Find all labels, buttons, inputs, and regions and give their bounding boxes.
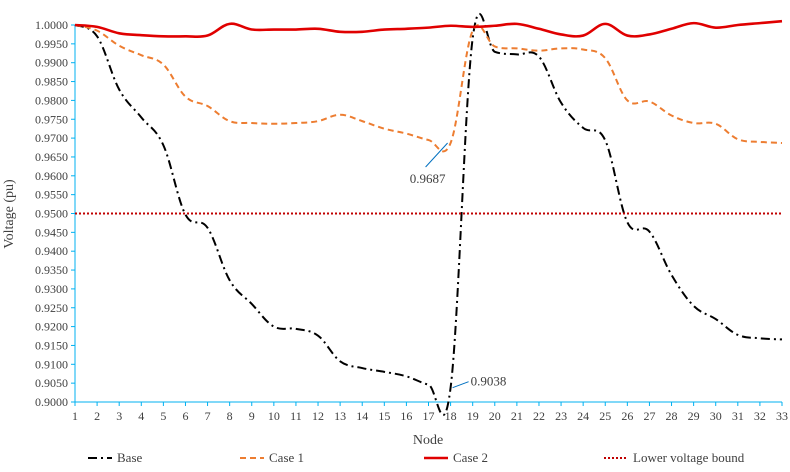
x-tick-label: 22 [533, 409, 545, 423]
y-tick-label: 0.9500 [35, 207, 68, 221]
y-tick-label: 0.9550 [35, 188, 68, 202]
y-tick-label: 0.9850 [35, 75, 68, 89]
y-tick-label: 0.9950 [35, 37, 68, 51]
y-tick-label: 0.9650 [35, 150, 68, 164]
y-tick-label: 0.9150 [35, 338, 68, 352]
x-tick-label: 1 [72, 409, 78, 423]
x-tick-label: 10 [268, 409, 280, 423]
x-tick-label: 30 [710, 409, 722, 423]
x-tick-label: 17 [423, 409, 435, 423]
x-tick-label: 31 [732, 409, 744, 423]
y-tick-label: 0.9400 [35, 244, 68, 258]
x-tick-label: 4 [138, 409, 144, 423]
y-tick-label: 0.9250 [35, 301, 68, 315]
x-tick-label: 25 [599, 409, 611, 423]
y-tick-label: 0.9900 [35, 56, 68, 70]
y-tick-label: 1.0000 [35, 18, 68, 32]
y-tick-label: 0.9050 [35, 376, 68, 390]
legend: Base Case 1 Case 2 Lower voltage bound [88, 450, 745, 465]
callout-leader [425, 142, 448, 168]
y-tick-label: 0.9450 [35, 225, 68, 239]
x-tick-label: 8 [227, 409, 233, 423]
x-tick-label: 9 [249, 409, 255, 423]
x-tick-label: 27 [643, 409, 655, 423]
y-tick-label: 0.9300 [35, 282, 68, 296]
x-tick-label: 21 [511, 409, 523, 423]
x-tick-label: 14 [356, 409, 368, 423]
x-tick-label: 15 [378, 409, 390, 423]
y-tick-label: 0.9350 [35, 263, 68, 277]
annotation-label: 0.9038 [471, 374, 507, 389]
y-tick-label: 0.9800 [35, 93, 68, 107]
legend-label: Base [117, 450, 143, 465]
x-tick-label: 19 [467, 409, 479, 423]
series-line-case-2 [74, 19, 783, 39]
series-line-base [74, 13, 783, 417]
legend-label: Lower voltage bound [633, 450, 745, 465]
y-tick-label: 0.9750 [35, 112, 68, 126]
annotations: 0.9687 0.9038 [410, 142, 507, 389]
y-axis-title: Voltage (pu) [2, 179, 17, 249]
x-tick-label: 11 [290, 409, 302, 423]
annotation-label: 0.9687 [410, 171, 446, 186]
x-tick-label: 7 [205, 409, 211, 423]
x-tick-label: 13 [334, 409, 346, 423]
x-tick-label: 24 [577, 409, 589, 423]
series-line-case-1 [74, 24, 783, 153]
series-lines [74, 13, 783, 417]
x-tick-label: 33 [776, 409, 788, 423]
y-tick-label: 0.9200 [35, 320, 68, 334]
x-tick-label: 26 [621, 409, 633, 423]
y-tick-label: 0.9600 [35, 169, 68, 183]
callout-leader [452, 381, 469, 389]
x-tick-label: 32 [754, 409, 766, 423]
x-tick-label: 28 [666, 409, 678, 423]
tick-labels: 0.9000 0.9050 0.9100 0.9150 0.9200 0.9250 0.93… [35, 18, 788, 423]
x-tick-label: 5 [160, 409, 166, 423]
x-tick-label: 20 [489, 409, 501, 423]
x-tick-label: 23 [555, 409, 567, 423]
axes [71, 24, 783, 406]
legend-label: Case 1 [269, 450, 304, 465]
x-tick-label: 6 [182, 409, 188, 423]
x-tick-label: 2 [94, 409, 100, 423]
x-tick-label: 12 [312, 409, 324, 423]
y-tick-label: 0.9000 [35, 395, 68, 409]
y-tick-label: 0.9700 [35, 131, 68, 145]
x-axis-title: Node [413, 433, 443, 448]
x-tick-label: 29 [688, 409, 700, 423]
legend-label: Case 2 [453, 450, 488, 465]
x-tick-label: 18 [445, 409, 457, 423]
x-tick-label: 3 [116, 409, 122, 423]
x-tick-label: 16 [400, 409, 412, 423]
y-tick-label: 0.9100 [35, 357, 68, 371]
